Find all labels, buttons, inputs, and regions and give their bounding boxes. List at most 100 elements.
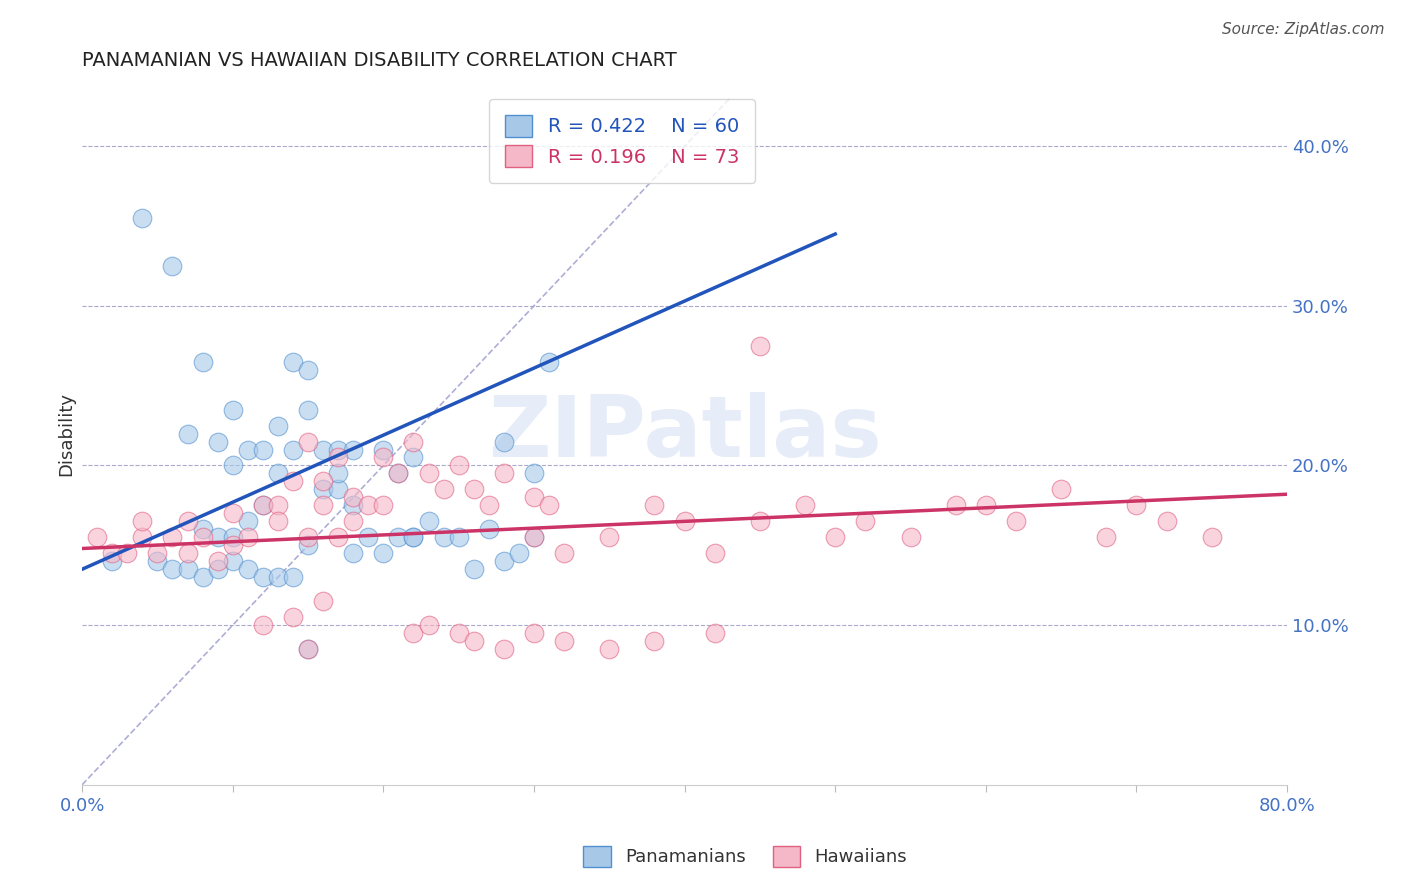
Point bbox=[387, 467, 409, 481]
Point bbox=[191, 530, 214, 544]
Point bbox=[523, 530, 546, 544]
Point bbox=[342, 442, 364, 457]
Point bbox=[373, 499, 395, 513]
Point bbox=[402, 434, 425, 449]
Point bbox=[146, 546, 169, 560]
Point bbox=[236, 514, 259, 528]
Point bbox=[176, 426, 198, 441]
Point bbox=[236, 562, 259, 576]
Point bbox=[312, 483, 335, 497]
Point bbox=[267, 499, 290, 513]
Point bbox=[297, 642, 319, 657]
Point bbox=[538, 355, 561, 369]
Point bbox=[222, 554, 245, 568]
Point bbox=[673, 514, 696, 528]
Point bbox=[523, 530, 546, 544]
Point bbox=[1156, 514, 1178, 528]
Point bbox=[478, 499, 501, 513]
Point bbox=[974, 499, 997, 513]
Point bbox=[373, 546, 395, 560]
Point bbox=[328, 442, 350, 457]
Point bbox=[373, 442, 395, 457]
Point bbox=[853, 514, 876, 528]
Point bbox=[297, 642, 319, 657]
Point bbox=[598, 642, 620, 657]
Point bbox=[824, 530, 846, 544]
Point bbox=[328, 450, 350, 465]
Point bbox=[236, 442, 259, 457]
Y-axis label: Disability: Disability bbox=[58, 392, 75, 475]
Point bbox=[342, 546, 364, 560]
Point bbox=[643, 499, 665, 513]
Point bbox=[523, 626, 546, 640]
Point bbox=[117, 546, 139, 560]
Point bbox=[267, 570, 290, 584]
Point bbox=[1201, 530, 1223, 544]
Point bbox=[252, 499, 274, 513]
Point bbox=[252, 570, 274, 584]
Point bbox=[523, 491, 546, 505]
Point bbox=[222, 402, 245, 417]
Point bbox=[176, 562, 198, 576]
Point bbox=[402, 530, 425, 544]
Point bbox=[447, 626, 470, 640]
Point bbox=[267, 467, 290, 481]
Point bbox=[328, 483, 350, 497]
Point bbox=[176, 514, 198, 528]
Point bbox=[900, 530, 922, 544]
Point bbox=[463, 634, 485, 648]
Point bbox=[387, 467, 409, 481]
Point bbox=[281, 570, 304, 584]
Point bbox=[433, 483, 456, 497]
Point bbox=[553, 634, 575, 648]
Point bbox=[297, 402, 319, 417]
Point bbox=[703, 546, 725, 560]
Point bbox=[252, 499, 274, 513]
Point bbox=[418, 618, 440, 632]
Point bbox=[162, 562, 184, 576]
Point bbox=[297, 434, 319, 449]
Point bbox=[207, 554, 229, 568]
Point bbox=[222, 507, 245, 521]
Point bbox=[236, 530, 259, 544]
Point bbox=[86, 530, 108, 544]
Point bbox=[207, 530, 229, 544]
Point bbox=[207, 562, 229, 576]
Text: ZIPatlas: ZIPatlas bbox=[488, 392, 882, 475]
Point bbox=[1125, 499, 1147, 513]
Point bbox=[131, 211, 153, 225]
Point bbox=[508, 546, 530, 560]
Point bbox=[176, 546, 198, 560]
Point bbox=[312, 475, 335, 489]
Point bbox=[418, 514, 440, 528]
Point bbox=[478, 522, 501, 536]
Point bbox=[131, 530, 153, 544]
Point bbox=[191, 355, 214, 369]
Point bbox=[447, 458, 470, 473]
Point bbox=[945, 499, 967, 513]
Point bbox=[418, 467, 440, 481]
Point bbox=[297, 538, 319, 552]
Point bbox=[281, 442, 304, 457]
Point bbox=[703, 626, 725, 640]
Point bbox=[207, 434, 229, 449]
Point bbox=[328, 467, 350, 481]
Text: PANAMANIAN VS HAWAIIAN DISABILITY CORRELATION CHART: PANAMANIAN VS HAWAIIAN DISABILITY CORREL… bbox=[82, 51, 676, 70]
Point bbox=[267, 514, 290, 528]
Point bbox=[328, 530, 350, 544]
Point bbox=[373, 450, 395, 465]
Point bbox=[222, 530, 245, 544]
Point bbox=[342, 491, 364, 505]
Point bbox=[297, 362, 319, 376]
Point bbox=[492, 434, 515, 449]
Point bbox=[312, 594, 335, 608]
Point bbox=[357, 499, 380, 513]
Point bbox=[222, 538, 245, 552]
Point bbox=[402, 530, 425, 544]
Point bbox=[101, 554, 124, 568]
Point bbox=[312, 499, 335, 513]
Point bbox=[146, 554, 169, 568]
Point bbox=[598, 530, 620, 544]
Point bbox=[281, 355, 304, 369]
Point bbox=[222, 458, 245, 473]
